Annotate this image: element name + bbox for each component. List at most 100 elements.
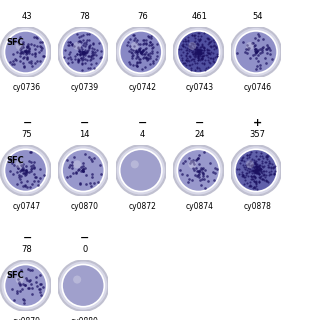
Point [142,51,147,56]
Point [155,53,160,59]
Point [134,38,140,43]
Point [193,48,198,53]
Text: −: − [195,118,204,128]
Text: 54: 54 [252,12,263,21]
Point [86,47,91,52]
Point [198,52,203,57]
Point [254,187,259,192]
Point [201,60,206,66]
Point [96,179,101,184]
Point [263,160,268,165]
Point [91,52,96,58]
Point [198,50,203,55]
Text: +: + [253,118,262,128]
Point [239,158,244,163]
Point [249,150,254,155]
Point [207,39,212,44]
Point [182,36,187,42]
Point [22,184,28,189]
Point [86,53,91,59]
Point [183,57,188,62]
Point [252,161,257,166]
Point [25,45,30,50]
Point [196,50,201,55]
Point [191,57,196,62]
Point [196,49,201,54]
Point [269,56,275,61]
Point [148,50,153,55]
Point [249,157,254,162]
Point [242,174,247,180]
Point [184,52,189,57]
Point [265,156,270,161]
Point [136,49,141,54]
Point [69,42,75,47]
Point [251,160,256,165]
Point [80,37,85,43]
Point [251,164,256,169]
Point [187,58,192,63]
Point [267,173,272,178]
Point [134,51,140,56]
Point [83,52,88,57]
Point [197,48,202,53]
Point [140,67,145,72]
Point [81,42,86,47]
Point [93,52,99,57]
Point [195,55,200,60]
Point [248,168,253,173]
Point [29,165,35,171]
Point [134,54,139,59]
Point [90,49,95,54]
Point [257,171,262,176]
Point [143,49,148,54]
Point [180,39,186,44]
Point [135,60,140,65]
Point [80,161,85,166]
Point [145,53,150,58]
Point [210,38,215,43]
Point [268,47,273,52]
Point [185,47,190,52]
Point [188,67,194,72]
Point [253,163,258,168]
Point [196,162,201,167]
Point [188,161,193,166]
Point [180,57,185,62]
Point [259,154,264,159]
Point [75,40,80,45]
Point [28,149,33,154]
Point [264,178,269,183]
Point [19,164,24,169]
Point [194,173,199,179]
Text: cy0739: cy0739 [71,83,99,92]
Point [145,56,150,61]
Point [7,169,12,174]
Circle shape [173,27,224,77]
Point [17,176,22,181]
Point [25,185,30,190]
Point [265,50,270,55]
Point [251,168,256,173]
Point [183,38,188,43]
Point [253,163,259,168]
Point [251,167,256,172]
Point [194,50,199,55]
Point [71,170,76,175]
Point [15,163,20,168]
Point [255,49,260,54]
Point [23,51,28,56]
Text: cy0874: cy0874 [186,202,214,211]
Point [194,60,199,66]
Point [200,50,205,55]
Point [180,60,185,65]
Point [258,176,263,181]
Point [196,52,201,57]
Point [138,46,143,51]
Point [199,177,204,182]
Point [196,152,202,157]
Point [253,167,259,172]
Point [87,181,92,186]
Point [236,172,241,177]
Point [205,47,211,52]
